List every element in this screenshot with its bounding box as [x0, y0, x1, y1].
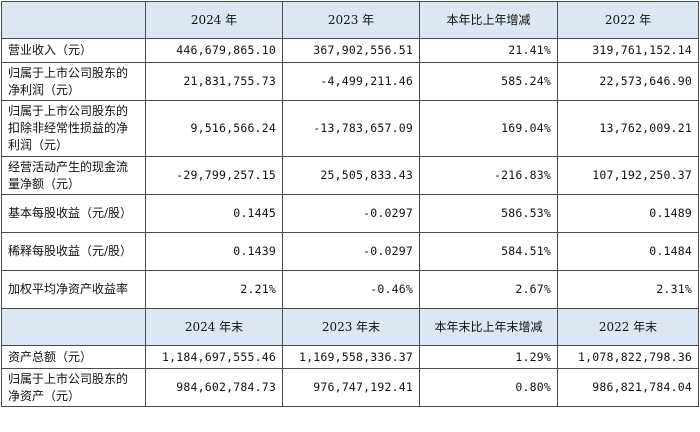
table-row: 归属于上市公司股东的扣除非经常性损益的净利润（元） 9,516,566.24 -…: [1, 100, 699, 157]
header-cell: 2024 年末: [145, 308, 283, 346]
financial-summary-table: 2024 年 2023 年 本年比上年增减 2022 年 营业收入（元） 446…: [1, 1, 699, 407]
row-label: 归属于上市公司股东的扣除非经常性损益的净利润（元）: [1, 100, 146, 157]
value-change: 21.41%: [419, 38, 558, 63]
value-2022: 319,761,152.14: [557, 38, 699, 63]
value-2023: -0.0297: [282, 194, 420, 233]
value-change: -216.83%: [419, 156, 558, 195]
header-cell: 2022 年: [557, 1, 699, 39]
table-row: 资产总额（元） 1,184,697,555.46 1,169,558,336.3…: [1, 345, 699, 369]
value-2023: -0.46%: [282, 270, 420, 309]
value-2023: 25,505,833.43: [282, 156, 420, 195]
value-2024: 984,602,784.73: [145, 368, 283, 407]
header-cell: 2023 年末: [282, 308, 420, 346]
value-2023: 1,169,558,336.37: [282, 345, 420, 369]
row-label: 基本每股收益（元/股）: [1, 194, 146, 233]
header-cell: 本年末比上年末增减: [419, 308, 558, 346]
value-2022: 13,762,009.21: [557, 100, 699, 157]
value-2023: 976,747,192.41: [282, 368, 420, 407]
value-2022: 0.1489: [557, 194, 699, 233]
table-row: 稀释每股收益（元/股） 0.1439 -0.0297 584.51% 0.148…: [1, 232, 699, 271]
row-label: 经营活动产生的现金流量净额（元）: [1, 156, 146, 195]
value-2023: 367,902,556.51: [282, 38, 420, 63]
header-cell: 2023 年: [282, 1, 420, 39]
value-2024: 0.1439: [145, 232, 283, 271]
table-row: 加权平均净资产收益率 2.21% -0.46% 2.67% 2.31%: [1, 270, 699, 309]
value-2022: 2.31%: [557, 270, 699, 309]
header-cell: 2022 年末: [557, 308, 699, 346]
value-2023: -13,783,657.09: [282, 100, 420, 157]
row-label: 归属于上市公司股东的净资产（元）: [1, 368, 146, 407]
header-row: 2024 年 2023 年 本年比上年增减 2022 年: [1, 1, 699, 39]
value-2023: -0.0297: [282, 232, 420, 271]
value-2022: 0.1484: [557, 232, 699, 271]
value-change: 585.24%: [419, 62, 558, 101]
table-row: 经营活动产生的现金流量净额（元） -29,799,257.15 25,505,8…: [1, 156, 699, 195]
table-row: 归属于上市公司股东的净资产（元） 984,602,784.73 976,747,…: [1, 368, 699, 407]
value-change: 0.80%: [419, 368, 558, 407]
row-label: 营业收入（元）: [1, 38, 146, 63]
row-label: 资产总额（元）: [1, 345, 146, 369]
value-2024: -29,799,257.15: [145, 156, 283, 195]
header-cell: [1, 1, 146, 39]
header-row: 2024 年末 2023 年末 本年末比上年末增减 2022 年末: [1, 308, 699, 346]
header-cell: 2024 年: [145, 1, 283, 39]
value-2024: 21,831,755.73: [145, 62, 283, 101]
row-label: 加权平均净资产收益率: [1, 270, 146, 309]
value-2022: 107,192,250.37: [557, 156, 699, 195]
value-change: 2.67%: [419, 270, 558, 309]
header-cell: 本年比上年增减: [419, 1, 558, 39]
value-2022: 22,573,646.90: [557, 62, 699, 101]
table-row: 营业收入（元） 446,679,865.10 367,902,556.51 21…: [1, 38, 699, 63]
value-change: 586.53%: [419, 194, 558, 233]
table-row: 归属于上市公司股东的净利润（元） 21,831,755.73 -4,499,21…: [1, 62, 699, 101]
value-2024: 9,516,566.24: [145, 100, 283, 157]
row-label: 归属于上市公司股东的净利润（元）: [1, 62, 146, 101]
header-cell: [1, 308, 146, 346]
value-change: 1.29%: [419, 345, 558, 369]
value-2024: 446,679,865.10: [145, 38, 283, 63]
row-label: 稀释每股收益（元/股）: [1, 232, 146, 271]
value-change: 169.04%: [419, 100, 558, 157]
value-2024: 0.1445: [145, 194, 283, 233]
value-2022: 1,078,822,798.36: [557, 345, 699, 369]
value-2022: 986,821,784.04: [557, 368, 699, 407]
value-2023: -4,499,211.46: [282, 62, 420, 101]
value-change: 584.51%: [419, 232, 558, 271]
value-2024: 2.21%: [145, 270, 283, 309]
table-row: 基本每股收益（元/股） 0.1445 -0.0297 586.53% 0.148…: [1, 194, 699, 233]
value-2024: 1,184,697,555.46: [145, 345, 283, 369]
